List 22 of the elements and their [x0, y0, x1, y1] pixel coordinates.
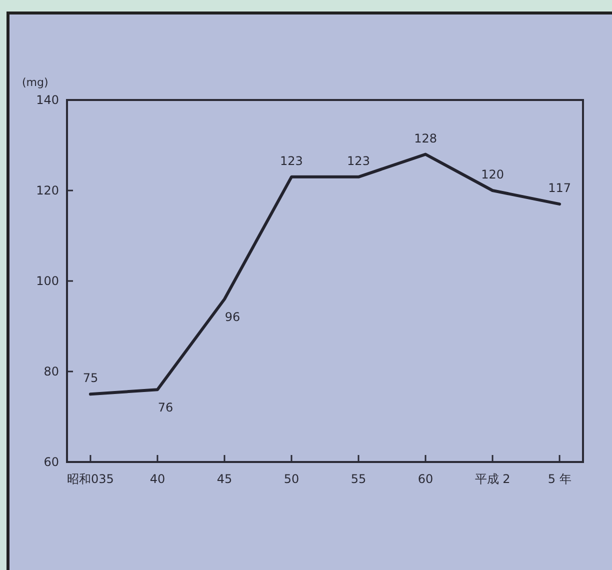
- x-tick-label: 平成 2: [474, 472, 510, 486]
- data-label: 76: [158, 400, 174, 415]
- y-axis-title: (mg): [22, 76, 48, 89]
- y-tick-label: 120: [36, 184, 59, 198]
- data-label: 117: [548, 181, 571, 196]
- data-label: 120: [481, 168, 504, 182]
- x-tick-label: 45: [216, 472, 232, 486]
- x-tick-label: 50: [284, 472, 300, 486]
- x-tick-label: 昭和035: [67, 472, 114, 486]
- y-tick-label: 60: [44, 455, 59, 469]
- data-label: 75: [82, 371, 98, 386]
- data-label: 128: [414, 131, 437, 146]
- x-tick-label: 5 年: [548, 472, 572, 486]
- y-tick-label: 80: [44, 364, 59, 378]
- y-tick-label: 100: [36, 274, 59, 288]
- data-label: 123: [347, 154, 370, 168]
- data-label: 123: [280, 154, 303, 168]
- x-tick-label: 60: [418, 472, 434, 486]
- data-label: 96: [224, 310, 240, 324]
- x-tick-label: 40: [150, 472, 166, 486]
- x-tick-label: 55: [350, 472, 366, 486]
- y-tick-label: 140: [36, 93, 59, 107]
